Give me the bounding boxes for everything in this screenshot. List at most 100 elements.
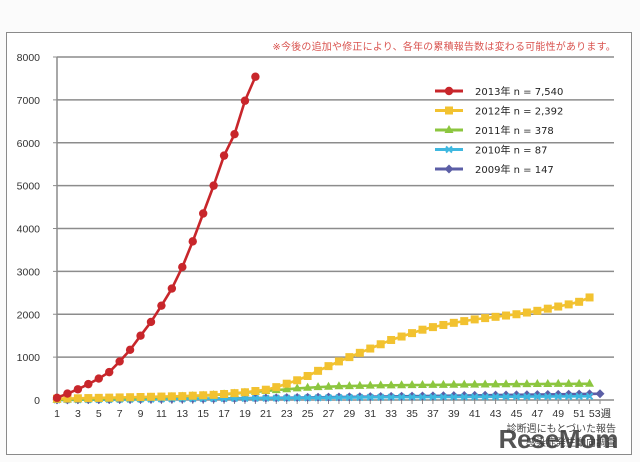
data-point [199, 391, 208, 400]
data-point [209, 390, 218, 399]
data-point [491, 390, 501, 400]
data-point [408, 329, 417, 338]
data-point [407, 380, 417, 389]
data-point [512, 392, 521, 401]
x-tick-label: 17 [218, 408, 230, 420]
x-tick-label: 39 [448, 408, 460, 420]
data-point [439, 393, 448, 401]
data-point [251, 72, 260, 81]
data-point [397, 380, 407, 389]
series-2013 [52, 72, 260, 403]
data-point [377, 393, 385, 401]
data-point [501, 390, 511, 400]
series-line [56, 76, 257, 400]
y-tick-label: 6000 [17, 138, 41, 150]
data-point [449, 379, 459, 388]
data-point [491, 393, 500, 401]
legend-label: 2011年 n = 378 [475, 124, 554, 137]
data-point [460, 317, 469, 326]
data-point [387, 393, 395, 401]
data-point [491, 379, 501, 388]
data-point [167, 284, 177, 293]
data-point [397, 332, 406, 341]
data-point [417, 379, 427, 388]
x-tick-label: 37 [427, 408, 439, 420]
legend: 2013年 n = 7,540 2012年 n = 2,392 2011年 n = … [435, 85, 563, 176]
data-point [533, 306, 542, 315]
data-point [418, 393, 427, 401]
data-point [481, 314, 490, 323]
data-point [73, 394, 82, 403]
data-point [355, 348, 364, 357]
data-point [532, 379, 542, 388]
y-tick-label: 5000 [17, 181, 41, 193]
data-point [209, 181, 218, 190]
data-point [178, 262, 187, 272]
x-tick-label: 31 [364, 408, 376, 420]
data-point [251, 394, 260, 402]
data-point [428, 379, 438, 388]
data-point [491, 312, 500, 321]
x-tick-label: 43 [490, 408, 502, 420]
data-point [554, 392, 562, 401]
data-point [444, 125, 454, 133]
data-point [146, 392, 155, 401]
data-point [512, 310, 521, 319]
data-point [470, 315, 479, 324]
data-point [522, 308, 531, 317]
data-point [335, 393, 343, 402]
x-tick-label: 21 [260, 408, 272, 420]
series-2012 [53, 293, 594, 403]
data-point [84, 394, 93, 403]
data-point [157, 392, 166, 401]
data-point [303, 382, 313, 391]
x-tick-label: 53週 [589, 408, 612, 420]
data-point [595, 389, 605, 399]
data-point [136, 392, 145, 401]
data-point [188, 391, 197, 400]
data-point [574, 378, 584, 387]
data-point [449, 318, 458, 327]
x-tick-label: 29 [344, 408, 356, 420]
data-point [575, 297, 584, 306]
data-point [344, 381, 354, 390]
x-tick-label: 35 [406, 408, 418, 420]
x-tick-label: 27 [323, 408, 335, 420]
data-point [157, 301, 166, 310]
data-point [282, 379, 291, 388]
legend-item: 2009年 n = 147 [435, 163, 554, 176]
data-point [334, 357, 343, 366]
y-tick-label: 2000 [17, 309, 41, 321]
data-point [376, 340, 385, 349]
data-point [553, 378, 563, 387]
x-tick-label: 9 [138, 408, 144, 420]
data-point [292, 383, 302, 392]
data-point [314, 366, 323, 375]
y-tick-label: 8000 [17, 52, 41, 64]
data-point [397, 393, 406, 401]
data-point [125, 345, 135, 355]
data-point [450, 393, 458, 401]
data-point [459, 379, 469, 388]
data-point [63, 394, 72, 403]
y-tick-label: 0 [34, 395, 40, 407]
data-point [230, 129, 239, 139]
data-point [408, 393, 416, 401]
data-point [564, 300, 573, 309]
y-tick-label: 7000 [17, 95, 41, 107]
data-point [543, 304, 552, 313]
data-point [345, 393, 354, 402]
x-tick-label: 5 [96, 408, 102, 420]
data-point [564, 392, 573, 401]
data-point [585, 392, 594, 400]
data-point [63, 389, 72, 398]
data-point [502, 392, 510, 401]
data-point [511, 379, 521, 388]
data-point [313, 382, 323, 391]
data-point [387, 335, 396, 344]
series-line [56, 296, 591, 401]
data-point [240, 96, 250, 105]
source-line-2: 感染症発生動向調査 [526, 438, 616, 449]
legend-label: 2012年 n = 2,392 [475, 105, 563, 118]
data-point [366, 344, 375, 353]
